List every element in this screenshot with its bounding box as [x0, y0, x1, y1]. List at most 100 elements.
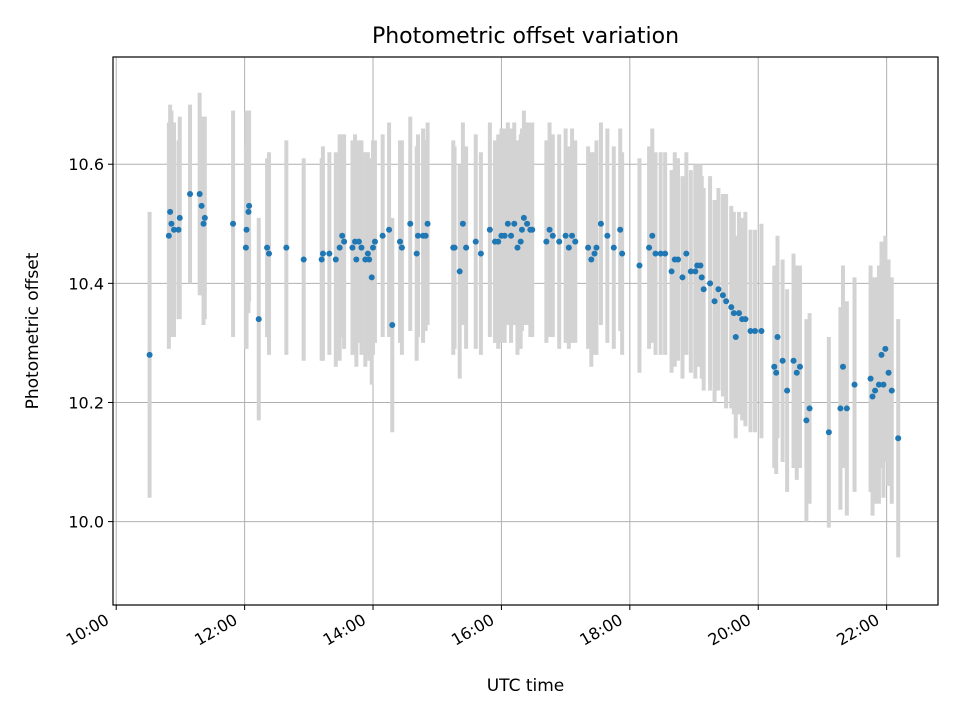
data-point [456, 268, 463, 275]
data-point [339, 232, 346, 239]
data-point [735, 310, 742, 317]
data-point [300, 256, 307, 263]
data-point [728, 304, 735, 311]
data-point [255, 316, 262, 323]
data-point [872, 387, 879, 394]
data-point [758, 328, 765, 334]
data-point [747, 328, 754, 334]
chart-title: Photometric offset variation [372, 24, 679, 49]
data-point [556, 238, 563, 245]
data-point [501, 232, 508, 239]
data-point [319, 250, 326, 257]
data-point [336, 244, 343, 251]
data-markers [146, 191, 902, 442]
data-point [368, 274, 375, 281]
data-point [657, 250, 664, 257]
data-point [170, 226, 177, 233]
data-point [895, 435, 902, 442]
data-point [398, 244, 405, 251]
y-tick-label: 10.2 [68, 393, 104, 412]
x-tick-label: 12:00 [191, 610, 240, 650]
data-point [341, 238, 348, 245]
data-point [511, 220, 518, 227]
data-point [414, 232, 421, 239]
data-point [784, 387, 791, 394]
data-point [175, 226, 182, 233]
data-point [569, 232, 576, 239]
data-point [196, 191, 203, 197]
data-point [869, 393, 876, 400]
data-point [662, 250, 669, 257]
data-point [167, 208, 174, 215]
data-point [732, 333, 739, 340]
x-axis-label: UTC time [487, 676, 565, 696]
data-point [472, 238, 479, 245]
data-point [524, 220, 531, 227]
data-point [266, 250, 273, 257]
data-point [370, 244, 377, 251]
y-axis-label: Photometric offset [23, 252, 43, 409]
y-tick-label: 10.6 [68, 155, 104, 174]
data-point [355, 238, 362, 245]
data-point [715, 286, 722, 293]
x-tick-label: 16:00 [448, 610, 497, 650]
data-point [593, 244, 600, 251]
data-point [806, 405, 813, 412]
data-point [477, 250, 484, 257]
data-point [332, 256, 339, 263]
data-point [591, 250, 598, 257]
data-point [619, 250, 626, 257]
data-point [588, 256, 595, 263]
data-point [165, 232, 172, 239]
data-point [880, 381, 887, 388]
data-point [839, 363, 846, 370]
data-point [424, 220, 431, 227]
data-point [597, 220, 604, 227]
data-point [379, 232, 386, 239]
y-tick-label: 10.4 [68, 274, 104, 293]
data-point [692, 268, 699, 275]
x-tick-label: 14:00 [320, 610, 369, 650]
error-bars [147, 92, 901, 558]
data-point [878, 351, 885, 358]
data-point [875, 381, 882, 388]
data-point [245, 208, 252, 215]
data-point [779, 357, 786, 364]
data-point [386, 226, 393, 233]
data-point [176, 214, 183, 221]
data-point [549, 232, 556, 239]
data-point [687, 268, 694, 275]
data-point [652, 250, 659, 257]
data-point [187, 191, 194, 197]
data-point [371, 238, 378, 245]
data-point [495, 238, 502, 245]
data-point [882, 345, 889, 352]
data-point [200, 220, 207, 227]
data-point [837, 405, 844, 412]
data-point [796, 363, 803, 370]
data-point [562, 232, 569, 239]
data-point [698, 274, 705, 281]
data-point [504, 220, 511, 227]
x-tick-label: 18:00 [576, 610, 625, 650]
data-point [851, 381, 858, 388]
data-point [585, 244, 592, 251]
data-point [885, 369, 892, 376]
data-point [326, 250, 333, 257]
data-point [146, 351, 153, 358]
data-point [679, 274, 686, 281]
data-point [486, 226, 493, 233]
data-point [697, 262, 704, 269]
data-point [719, 292, 726, 299]
data-point [572, 238, 579, 245]
data-point [888, 387, 895, 394]
data-point [364, 250, 371, 257]
data-point [463, 244, 470, 251]
y-tick-label: 10.0 [68, 513, 104, 532]
data-point [843, 405, 850, 412]
data-point [610, 244, 617, 251]
data-point [867, 375, 874, 382]
data-point [243, 226, 250, 233]
data-point [318, 256, 325, 263]
